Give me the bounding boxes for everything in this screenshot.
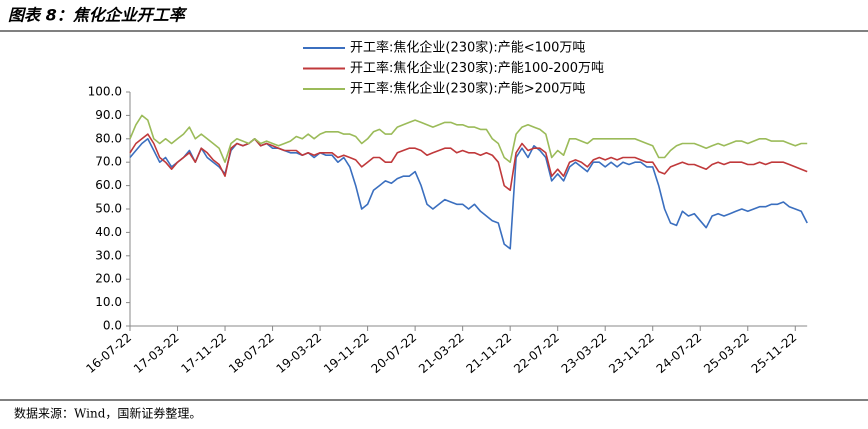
y-tick-label: 80.0 [95,131,122,145]
x-tick-label: 21-03-22 [416,330,467,376]
x-tick-label: 17-11-22 [178,330,229,376]
x-tick-label: 25-11-22 [749,330,800,376]
series-line [129,114,808,163]
y-tick-label: 40.0 [95,225,122,239]
series-line [129,138,808,250]
x-tick-label: 22-07-22 [511,330,562,376]
x-tick-label: 25-03-22 [701,330,752,376]
chart-title: 图表 8：焦化企业开工率 [8,6,188,25]
y-tick-label: 90.0 [95,108,122,122]
y-tick-label: 100.0 [88,85,122,99]
legend-label: 开工率:焦化企业(230家):产能100-200万吨 [350,60,604,76]
y-tick-label: 50.0 [95,202,122,216]
x-tick-label: 19-11-22 [321,330,372,376]
x-tick-label: 20-07-22 [369,330,420,376]
x-tick-label: 24-07-22 [654,330,705,376]
x-tick-label: 23-11-22 [606,330,657,376]
legend-label: 开工率:焦化企业(230家):产能<100万吨 [350,40,585,56]
y-tick-label: 60.0 [95,178,122,192]
x-tick-label: 21-11-22 [464,330,515,376]
x-tick-label: 18-07-22 [226,330,277,376]
x-tick-label: 17-03-22 [131,330,182,376]
x-tick-label: 19-03-22 [274,330,325,376]
y-tick-label: 10.0 [95,295,122,309]
y-tick-label: 0.0 [103,319,122,333]
series-line [129,133,808,192]
x-tick-label: 16-07-22 [83,330,134,376]
legend-label: 开工率:焦化企业(230家):产能>200万吨 [350,81,585,97]
y-tick-label: 20.0 [95,272,122,286]
y-tick-label: 70.0 [95,155,122,169]
y-tick-label: 30.0 [95,248,122,262]
source-note: 数据来源：Wind，国新证券整理。 [14,406,201,421]
x-tick-label: 23-03-22 [559,330,610,376]
